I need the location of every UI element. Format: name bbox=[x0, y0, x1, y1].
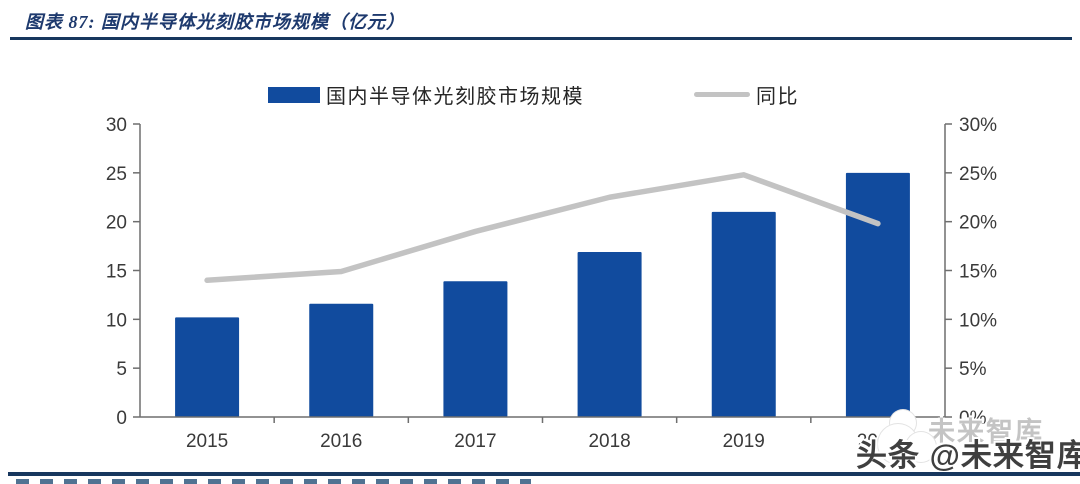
title-divider bbox=[10, 37, 1072, 40]
bar-2016 bbox=[309, 303, 374, 417]
right-axis-tick-label: 5% bbox=[959, 359, 987, 380]
watermark-logo-bubble bbox=[906, 432, 936, 462]
bar-2018 bbox=[577, 251, 642, 417]
bar-2017 bbox=[443, 281, 508, 417]
left-axis-tick-label: 25 bbox=[106, 164, 127, 185]
bar-2020 bbox=[845, 172, 910, 417]
legend-line-swatch-icon bbox=[694, 92, 750, 97]
right-axis-tick-label: 15% bbox=[959, 262, 997, 283]
right-axis-tick-label: 20% bbox=[959, 213, 997, 234]
watermark-logo-icon bbox=[876, 408, 936, 470]
right-axis-tick-label: 10% bbox=[959, 310, 997, 331]
right-axis-tick-label: 25% bbox=[959, 164, 997, 185]
x-axis-category-label: 2019 bbox=[723, 431, 765, 452]
watermark-main-text: 头条 @未来智库 bbox=[856, 438, 1080, 473]
legend-bar-label: 国内半导体光刻胶市场规模 bbox=[326, 86, 584, 108]
right-axis-tick-label: 30% bbox=[959, 115, 997, 136]
x-axis-category-label: 2018 bbox=[588, 431, 630, 452]
left-axis-tick-label: 5 bbox=[116, 359, 127, 380]
x-axis-category-label: 2017 bbox=[454, 431, 496, 452]
left-axis-tick-label: 0 bbox=[116, 408, 127, 429]
bottom-divider bbox=[8, 472, 1080, 476]
x-axis-category-label: 2015 bbox=[186, 431, 228, 452]
left-axis-tick-label: 10 bbox=[106, 310, 127, 331]
cropped-source-text bbox=[16, 479, 531, 484]
left-axis-tick-label: 30 bbox=[106, 115, 127, 136]
legend-line-label: 同比 bbox=[756, 86, 799, 108]
yoy-line bbox=[204, 172, 881, 284]
bar-2019 bbox=[711, 211, 776, 417]
figure-title: 图表 87: 国内半导体光刻胶市场规模（亿元） bbox=[25, 12, 405, 32]
left-axis-tick-label: 15 bbox=[106, 262, 127, 283]
right-axis-tick-label: 0% bbox=[959, 408, 987, 429]
bar-2015 bbox=[175, 317, 240, 417]
left-axis-tick-label: 20 bbox=[106, 213, 127, 234]
legend-bar-swatch-icon bbox=[268, 86, 320, 103]
x-axis-category-label: 2016 bbox=[320, 431, 362, 452]
chart-legend: 国内半导体光刻胶市场规模 同比 bbox=[268, 80, 799, 109]
watermark-ghost-text: 未来智库 bbox=[928, 417, 1044, 447]
